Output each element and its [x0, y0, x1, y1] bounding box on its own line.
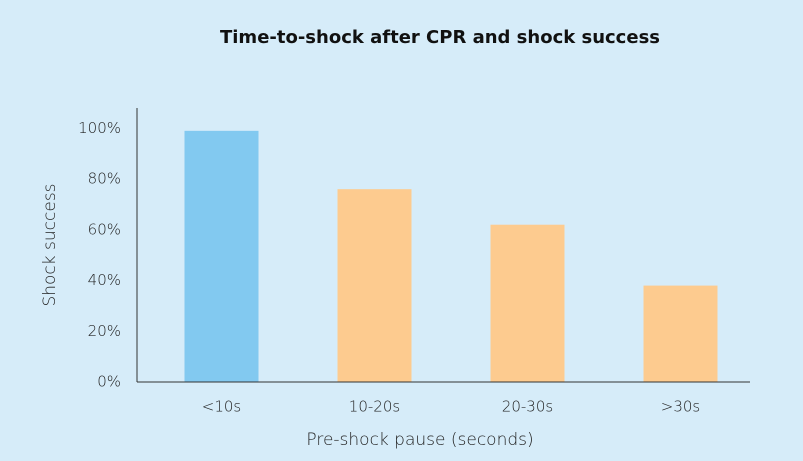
chart-title: Time-to-shock after CPR and shock succes…	[220, 27, 660, 48]
y-axis-title: Shock success	[40, 183, 60, 306]
x-axis-title: Pre-shock pause (seconds)	[306, 430, 533, 450]
y-tick-label: 40%	[88, 271, 121, 289]
x-tick-label: >30s	[661, 398, 700, 416]
bar	[337, 189, 412, 382]
bar	[643, 285, 718, 382]
y-tick-label: 100%	[78, 119, 121, 137]
x-tick-label: 20-30s	[502, 398, 553, 416]
bar	[490, 224, 565, 382]
x-tick-label: 10-20s	[349, 398, 400, 416]
x-tick-label: <10s	[202, 398, 241, 416]
bar	[184, 130, 259, 382]
y-tick-label: 80%	[88, 170, 121, 188]
y-tick-label: 60%	[88, 220, 121, 238]
y-tick-label: 0%	[97, 373, 121, 391]
y-tick-label: 20%	[88, 322, 121, 340]
